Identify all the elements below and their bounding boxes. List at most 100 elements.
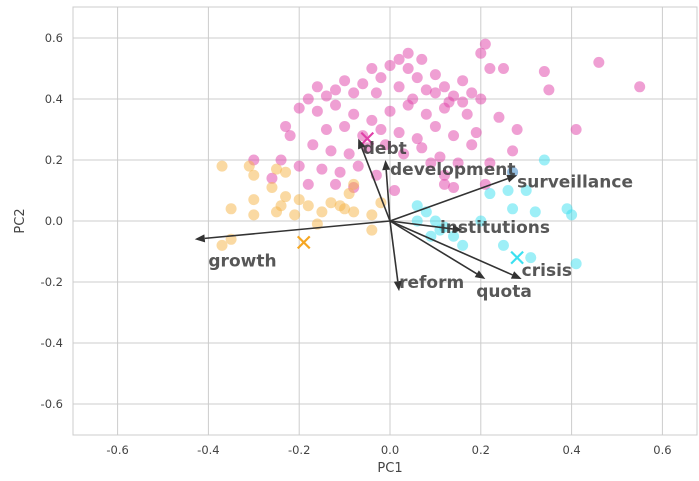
data-point: [484, 63, 496, 74]
data-point: [452, 157, 464, 169]
data-point: [293, 194, 305, 206]
data-point: [411, 72, 423, 84]
data-point: [280, 120, 292, 132]
y-tick-label: -0.6: [41, 397, 63, 411]
loading-label: institutions: [440, 218, 550, 238]
data-point: [438, 178, 450, 190]
data-point: [271, 163, 282, 175]
data-point: [216, 239, 228, 251]
data-point: [361, 142, 373, 154]
y-axis-ticks: -0.6 -0.4 -0.2 0.0 0.2 0.4 0.6: [41, 31, 63, 411]
data-point: [266, 172, 278, 184]
data-point: [366, 209, 378, 221]
data-point: [393, 81, 405, 93]
data-point: [402, 47, 414, 59]
data-point: [289, 209, 301, 221]
data-point: [593, 56, 605, 68]
data-point: [389, 185, 401, 196]
data-point: [457, 75, 469, 87]
data-point: [425, 230, 437, 242]
data-point: [438, 169, 450, 181]
data-point: [320, 90, 332, 102]
data-point: [466, 87, 478, 99]
data-point: [330, 178, 342, 190]
x-tick-label: 0.4: [562, 443, 580, 457]
data-point: [320, 124, 332, 135]
loading-arrow: [389, 220, 463, 233]
data-point: [348, 206, 360, 218]
data-point: [334, 200, 346, 212]
data-point: [475, 47, 487, 59]
data-point: [479, 38, 491, 50]
data-point: [311, 81, 323, 93]
data-point: [316, 163, 328, 175]
data-point: [429, 120, 441, 132]
data-point: [343, 148, 355, 160]
data-point: [511, 124, 523, 135]
data-point: [448, 181, 460, 193]
data-point: [457, 96, 469, 108]
data-point: [348, 87, 360, 99]
data-point: [538, 66, 550, 78]
data-point: [379, 139, 391, 151]
grid: [73, 7, 697, 435]
y-tick-label: -0.4: [41, 336, 63, 350]
data-point: [475, 215, 487, 227]
data-point: [507, 145, 519, 157]
data-point: [507, 166, 519, 178]
data-point: [339, 75, 351, 87]
scatter-points: [216, 38, 646, 270]
x-axis-label: PC1: [377, 461, 402, 476]
data-point: [302, 200, 314, 212]
centroid-marker: [510, 250, 524, 265]
loading-label: quota: [476, 282, 532, 302]
y-tick-label: 0.2: [45, 153, 63, 167]
loading-label: growth: [208, 252, 276, 272]
loading-arrow: [389, 174, 518, 222]
data-point: [411, 133, 423, 145]
data-point: [420, 84, 432, 96]
data-point: [402, 63, 414, 74]
data-point: [284, 130, 296, 142]
data-point: [411, 200, 423, 212]
data-point: [484, 188, 496, 200]
data-point: [507, 203, 519, 215]
centroid-marker: [296, 235, 311, 250]
data-point: [570, 124, 582, 135]
data-point: [466, 139, 478, 151]
data-point: [448, 230, 460, 242]
data-point: [570, 258, 582, 270]
data-point: [475, 93, 487, 105]
y-tick-label: 0.4: [45, 92, 63, 106]
data-point: [434, 151, 446, 163]
data-point: [498, 63, 509, 74]
data-point: [302, 93, 314, 105]
data-point: [529, 206, 541, 218]
x-tick-label: -0.2: [288, 443, 310, 457]
data-point: [293, 102, 305, 114]
data-point: [425, 157, 437, 169]
loading-label: debt: [363, 139, 407, 159]
data-point: [375, 72, 387, 84]
data-point: [280, 166, 292, 178]
loading-arrow: [389, 220, 486, 279]
data-point: [248, 169, 260, 181]
loading-arrow: [382, 160, 391, 222]
data-point: [493, 111, 505, 123]
data-point: [520, 185, 532, 196]
loading-label: reform: [399, 273, 464, 293]
loading-label: surveillance: [517, 172, 633, 192]
x-tick-label: 0.2: [472, 443, 490, 457]
data-point: [243, 160, 255, 172]
data-point: [330, 99, 342, 111]
data-point: [325, 197, 337, 209]
data-point: [461, 108, 473, 120]
data-point: [334, 166, 346, 178]
data-point: [248, 194, 260, 206]
data-point: [302, 178, 314, 190]
data-point: [502, 185, 514, 196]
data-point: [429, 87, 441, 99]
data-point: [343, 188, 355, 200]
loading-arrow: [358, 138, 391, 222]
